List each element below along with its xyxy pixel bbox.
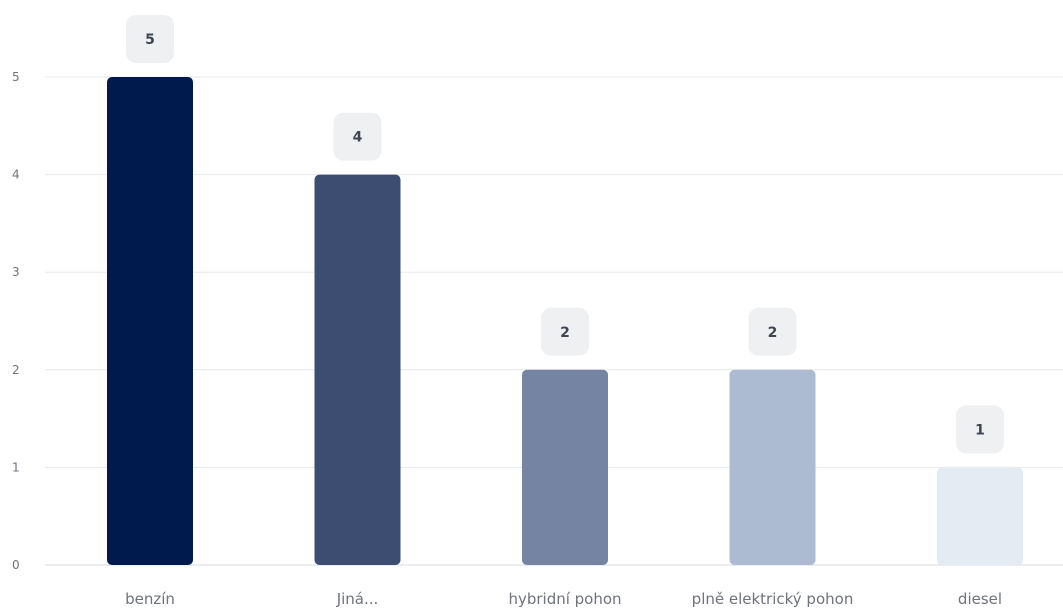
value-label-4: 1: [975, 422, 985, 438]
bars: [107, 77, 1023, 565]
x-axis-labels: benzín Jiná... hybridní pohon plně elektric…: [125, 590, 1002, 608]
x-tick-label-2: hybridní pohon: [508, 590, 621, 608]
value-badge-1: [333, 112, 382, 161]
value-label-2: 2: [560, 325, 570, 341]
y-tick-label-3: 3: [12, 265, 20, 279]
value-label-1: 4: [353, 130, 363, 146]
x-tick-label-1: Jiná...: [336, 590, 379, 608]
value-label-3: 2: [768, 325, 778, 341]
y-tick-label-5: 5: [12, 70, 20, 84]
x-tick-label-4: diesel: [958, 590, 1002, 608]
value-badge-3: [748, 307, 797, 356]
bar-4[interactable]: [937, 467, 1023, 565]
bar-2[interactable]: [522, 369, 608, 565]
x-tick-label-3: plně elektrický pohon: [692, 590, 854, 608]
x-tick-label-0: benzín: [125, 590, 175, 608]
bar-0[interactable]: [107, 77, 193, 565]
value-labels: 5 4 2 2 1: [126, 15, 1004, 454]
value-badge-2: [541, 307, 589, 356]
y-axis-ticks: 0 1 2 3 4 5: [12, 70, 20, 572]
bar-3[interactable]: [729, 369, 816, 565]
value-badge-4: [956, 405, 1004, 454]
bar-1[interactable]: [314, 174, 401, 565]
y-tick-label-2: 2: [12, 363, 20, 377]
value-label-0: 5: [145, 32, 155, 48]
y-tick-label-4: 4: [12, 168, 20, 182]
value-badge-0: [126, 15, 174, 63]
y-tick-label-0: 0: [12, 558, 20, 572]
y-tick-label-1: 1: [12, 460, 20, 474]
